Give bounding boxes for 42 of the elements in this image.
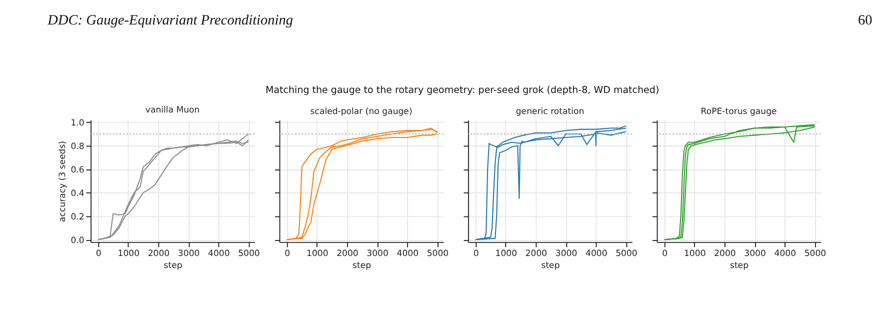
x-tick-label: 3000 — [744, 248, 766, 259]
chart-title: generic rotation — [516, 107, 584, 118]
x-tick-label: 3000 — [555, 248, 578, 259]
x-tick-label: 1000 — [306, 248, 328, 259]
chart-title: scaled-polar (no gauge) — [310, 107, 412, 118]
x-axis-title: step — [164, 261, 182, 272]
x-tick-label: 5000 — [616, 248, 638, 259]
x-tick-label: 1000 — [495, 248, 518, 259]
x-tick-label: 1000 — [118, 248, 140, 259]
x-tick-label: 5000 — [426, 248, 449, 259]
x-tick-label: 1000 — [684, 248, 706, 259]
y-tick-label: 0.4 — [70, 189, 84, 200]
x-tick-label: 2000 — [714, 248, 736, 259]
x-tick-label: 3000 — [178, 248, 200, 259]
x-tick-label: 2000 — [336, 248, 358, 259]
x-tick-label: 4000 — [585, 248, 608, 259]
x-axis-title: step — [541, 261, 560, 272]
chart-title: RoPE-torus gauge — [700, 107, 777, 118]
y-tick-label: 0.8 — [70, 142, 84, 152]
y-tick-label: 0.0 — [70, 236, 84, 246]
x-tick-label: 0 — [284, 248, 290, 259]
x-tick-label: 5000 — [238, 248, 260, 259]
y-tick-label: 0.2 — [70, 212, 84, 222]
x-tick-label: 2000 — [148, 248, 170, 259]
text: Matching the gauge to the rotary geometry: per-seed grok (depth-8, WD matched) — [266, 85, 660, 96]
y-axis-title: accuracy (3 seeds) — [58, 140, 68, 222]
x-tick-label: 0 — [96, 248, 102, 259]
y-tick-label: 1.0 — [70, 118, 84, 129]
x-tick-label: 5000 — [804, 248, 826, 259]
x-axis-title: step — [352, 261, 372, 272]
x-axis-title: step — [730, 261, 749, 272]
x-tick-label: 4000 — [774, 248, 796, 259]
chart-title: vanilla Muon — [145, 106, 200, 116]
x-tick-label: 0 — [662, 248, 668, 259]
x-tick-label: 4000 — [208, 248, 230, 259]
text: 60 — [858, 12, 872, 29]
x-tick-label: 4000 — [396, 248, 419, 259]
text: DDC: Gauge-Equivariant Preconditioning — [46, 12, 294, 29]
x-tick-label: 2000 — [525, 248, 548, 259]
x-tick-label: 3000 — [366, 248, 388, 259]
y-tick-label: 0.6 — [70, 166, 84, 176]
x-tick-label: 0 — [473, 248, 479, 259]
